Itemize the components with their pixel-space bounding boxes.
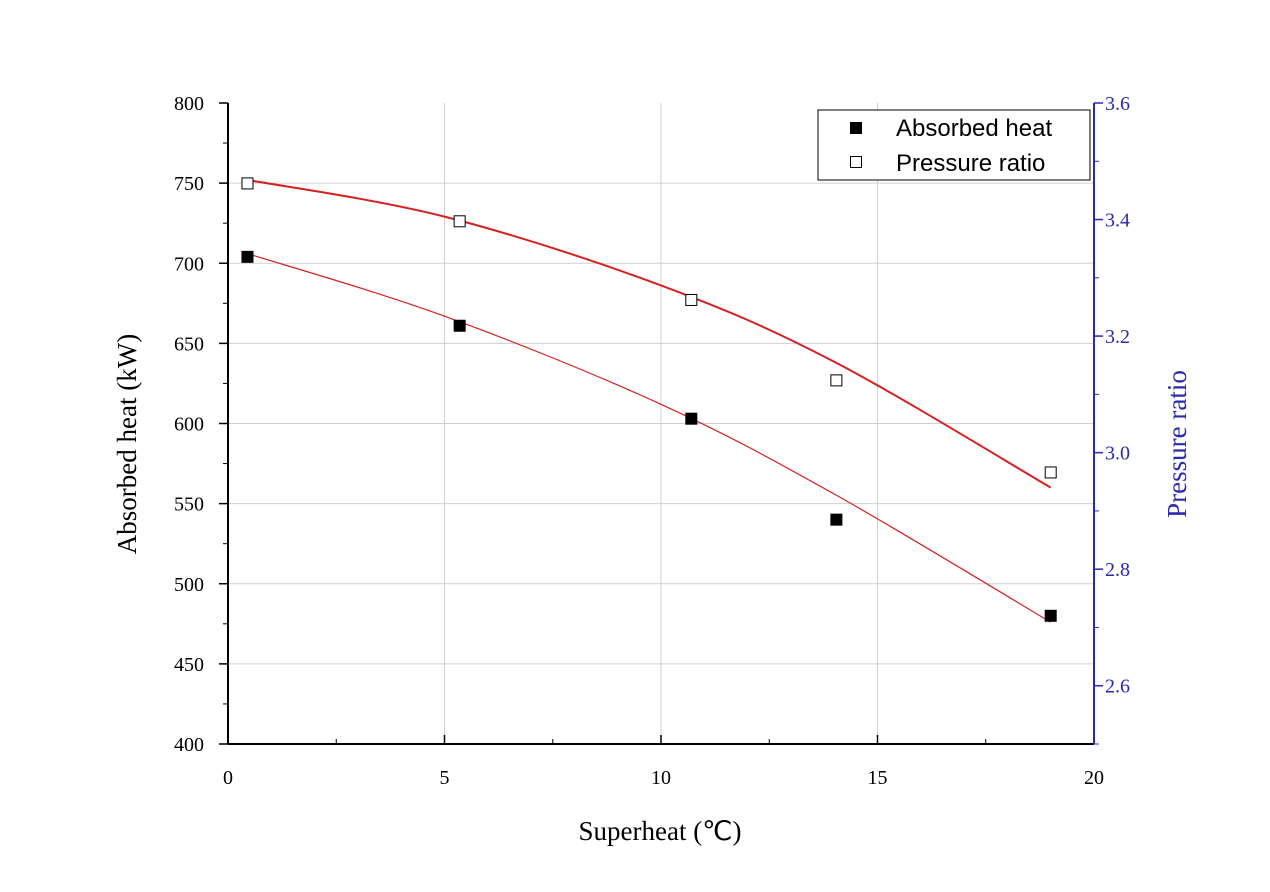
y-tick-label: 550	[174, 494, 204, 516]
y2-tick-label: 2.6	[1105, 676, 1130, 698]
data-point-absorbed-heat	[1044, 609, 1057, 622]
data-point-absorbed-heat	[241, 250, 254, 263]
data-point-absorbed-heat	[685, 412, 698, 425]
axes-layer: 0 5 10 15 20 400 450 500 550 600 650 700 750 800 2.6 2.…	[174, 93, 1130, 789]
x-tick-label: 0	[223, 767, 233, 789]
legend-box	[817, 109, 1091, 181]
legend-marker-absorbed-heat	[850, 122, 862, 134]
y2-tick-label: 2.8	[1105, 559, 1130, 581]
legend-label-pressure-ratio: Pressure ratio	[896, 150, 1045, 177]
y-tick-label: 800	[174, 93, 204, 115]
grid-layer	[228, 103, 1094, 744]
data-point-absorbed-heat	[830, 513, 843, 526]
x-tick-label: 10	[651, 767, 671, 789]
data-point-pressure-ratio	[830, 374, 843, 387]
y-tick-label: 750	[174, 173, 204, 195]
x-tick-label: 20	[1084, 767, 1104, 789]
data-point-pressure-ratio	[1044, 466, 1057, 479]
x-tick-label: 15	[868, 767, 888, 789]
data-point-absorbed-heat	[453, 319, 466, 332]
y-tick-label: 400	[174, 734, 204, 756]
y-tick-label: 450	[174, 654, 204, 676]
x-tick-label: 5	[440, 767, 450, 789]
marker-layer	[241, 177, 1057, 622]
y2-tick-label: 3.2	[1105, 326, 1130, 348]
y2-axis-title: Pressure ratio	[1162, 370, 1192, 518]
fit-line-pressure-ratio	[247, 178, 1052, 489]
x-axis-title: Superheat (℃)	[578, 816, 741, 846]
data-point-pressure-ratio	[685, 293, 698, 306]
data-point-pressure-ratio	[241, 177, 254, 190]
y2-tick-label: 3.6	[1105, 93, 1130, 115]
y2-tick-label: 3.4	[1105, 210, 1130, 232]
y-tick-label: 650	[174, 333, 204, 355]
legend-label-absorbed-heat: Absorbed heat	[896, 115, 1052, 142]
fit-layer	[247, 178, 1052, 623]
y-tick-label: 600	[174, 414, 204, 436]
y2-tick-label: 3.0	[1105, 443, 1130, 465]
legend-marker-pressure-ratio	[850, 156, 862, 168]
y-axis-title: Absorbed heat (kW)	[112, 334, 142, 554]
fit-line-absorbed-heat	[247, 253, 1052, 623]
legend: Absorbed heat Pressure ratio	[817, 109, 1091, 181]
data-point-pressure-ratio	[453, 215, 466, 228]
y-tick-label: 500	[174, 574, 204, 596]
y-tick-label: 700	[174, 253, 204, 275]
